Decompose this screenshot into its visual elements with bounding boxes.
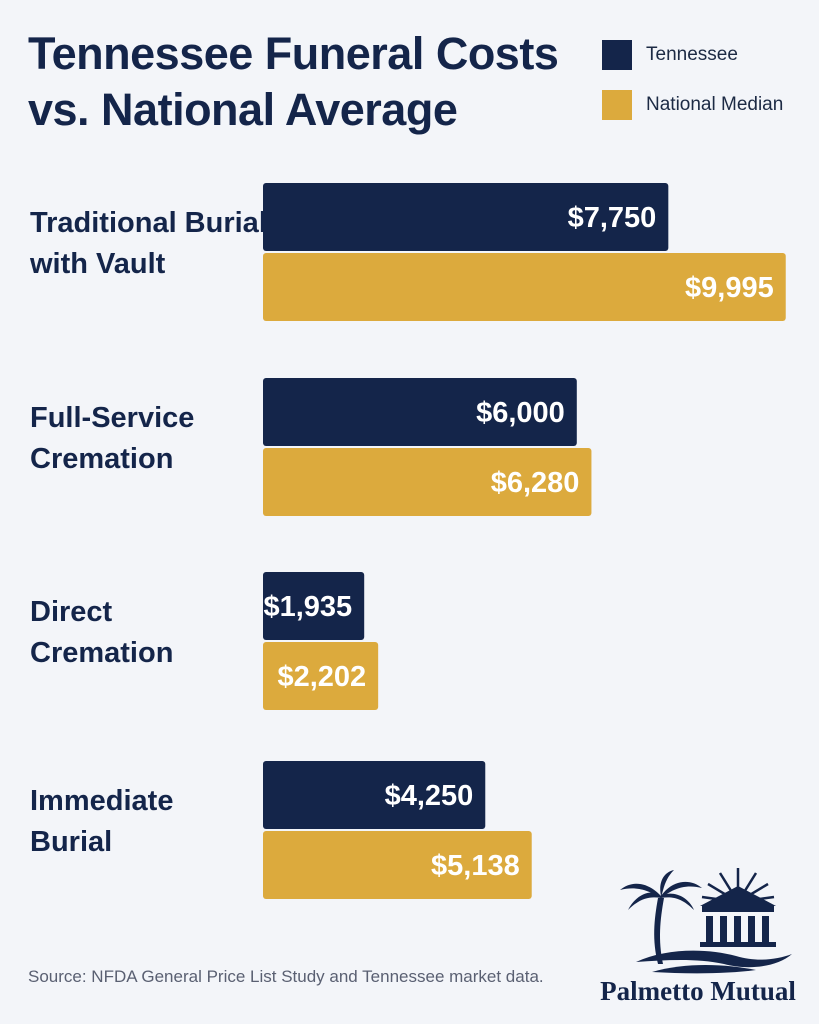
category-label-direct-cremation-line-2: Cremation	[30, 637, 173, 669]
value-label-tennessee-traditional-burial-with-vault: $7,750	[568, 202, 657, 234]
bar-tennessee-direct-cremation	[263, 572, 365, 640]
legend-label-tennessee: Tennessee	[646, 44, 738, 65]
bar-national-median-immediate-burial	[263, 831, 532, 899]
palm-tree-and-temple-icon	[620, 868, 792, 974]
bar-national-median-direct-cremation	[263, 642, 379, 710]
bar-chart: Traditional Burial with Vault $7,750 $9,995…	[29, 183, 786, 899]
chart-title-line-2: vs. National Average	[28, 84, 458, 135]
value-label-national-median-full-service-cremation: $6,280	[491, 467, 580, 499]
bar-national-median-traditional-burial-with-vault	[263, 253, 786, 321]
chart-title: Tennessee Funeral Costs vs. National Ave…	[28, 26, 559, 138]
value-label-national-median-immediate-burial: $5,138	[431, 850, 520, 882]
value-label-tennessee-immediate-burial: $4,250	[385, 780, 474, 812]
legend-label-national-median: National Median	[646, 94, 784, 115]
category-label-immediate-burial-line-1: Immediate	[30, 785, 173, 817]
category-label-direct-cremation-line-1: Direct	[30, 596, 113, 628]
value-label-tennessee-direct-cremation: $1,935	[263, 591, 352, 623]
category-label-full-service-cremation-line-2: Cremation	[30, 443, 173, 475]
logo-wordmark: Palmetto Mutual	[600, 976, 796, 1006]
value-label-national-median-traditional-burial-with-vault: $9,995	[685, 272, 774, 304]
category-label-immediate-burial-line-2: Burial	[30, 826, 112, 858]
bar-national-median-full-service-cremation	[263, 448, 592, 516]
bar-tennessee-full-service-cremation	[263, 378, 577, 446]
legend-swatch-tennessee	[602, 40, 632, 70]
category-label-traditional-burial-with-vault-line-2: with Vault	[29, 248, 166, 280]
palmetto-mutual-logo: Palmetto Mutual	[596, 864, 800, 1012]
category-label-full-service-cremation-line-1: Full-Service	[30, 402, 194, 434]
bar-tennessee-immediate-burial	[263, 761, 486, 829]
source-note: Source: NFDA General Price List Study an…	[28, 967, 544, 986]
chart-title-line-1: Tennessee Funeral Costs	[28, 28, 559, 79]
legend-swatch-national-median	[602, 90, 632, 120]
bar-tennessee-traditional-burial-with-vault	[263, 183, 669, 251]
value-label-tennessee-full-service-cremation: $6,000	[476, 397, 565, 429]
category-label-traditional-burial-with-vault-line-1: Traditional Burial	[30, 207, 267, 239]
value-label-national-median-direct-cremation: $2,202	[277, 661, 366, 693]
